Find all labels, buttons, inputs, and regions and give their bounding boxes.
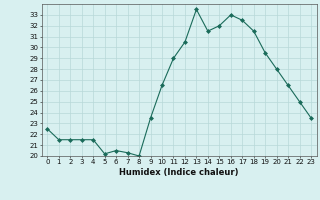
X-axis label: Humidex (Indice chaleur): Humidex (Indice chaleur) [119, 168, 239, 177]
